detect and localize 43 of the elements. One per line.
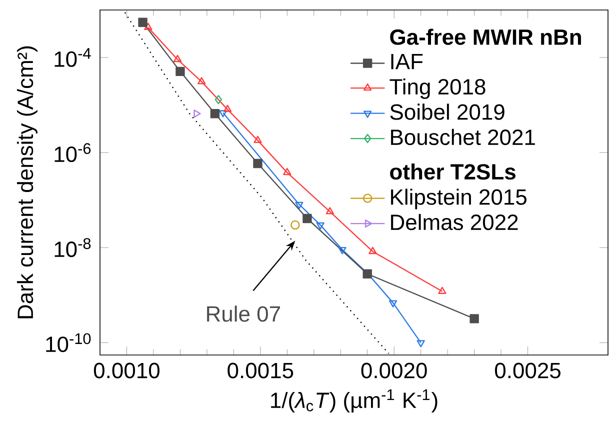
point bbox=[210, 109, 220, 118]
annotation: other T2SLs bbox=[390, 163, 516, 180]
point bbox=[388, 300, 398, 308]
point bbox=[316, 222, 324, 230]
annotation: Rule 07 bbox=[207, 306, 280, 322]
legend-label: Ting 2018 bbox=[390, 78, 486, 99]
point bbox=[438, 286, 446, 294]
point bbox=[290, 220, 300, 230]
x-tick-label: 0.0015 bbox=[228, 362, 294, 378]
point bbox=[138, 18, 148, 27]
y-tick-label: 10$^{-6}$ bbox=[54, 143, 91, 162]
legend-label: Klipstein 2015 bbox=[391, 188, 526, 210]
point bbox=[176, 66, 185, 76]
point bbox=[326, 207, 334, 214]
point bbox=[295, 202, 304, 210]
y-tick-label: 10$^{-8}$ bbox=[54, 238, 91, 258]
x-tick-label: 0.0010 bbox=[94, 362, 160, 378]
point bbox=[416, 340, 425, 348]
point bbox=[173, 54, 182, 62]
legend-label: Delmas 2022 bbox=[391, 214, 518, 230]
point bbox=[144, 22, 152, 30]
legend-label: Bouschet 2021 bbox=[391, 128, 535, 146]
point bbox=[198, 77, 206, 84]
x-tick-label: 0.0025 bbox=[494, 362, 560, 378]
point bbox=[214, 95, 222, 104]
point bbox=[302, 214, 312, 224]
point bbox=[338, 246, 346, 254]
legend-label: Soibel 2019 bbox=[390, 104, 504, 120]
point bbox=[253, 158, 262, 168]
point bbox=[368, 246, 377, 254]
point bbox=[283, 168, 292, 176]
point bbox=[194, 110, 201, 118]
y-tick-label: 10$^{-4}$ bbox=[54, 48, 91, 67]
point bbox=[223, 104, 232, 112]
legend-title: Ga-free MWIR nBn bbox=[390, 28, 581, 45]
legend-label: IAF bbox=[391, 54, 423, 70]
point bbox=[470, 314, 479, 324]
point bbox=[218, 110, 228, 118]
y-tick-label: 10$^{-10}$ bbox=[46, 333, 91, 352]
x-tick-label: 0.0020 bbox=[361, 362, 427, 378]
text: 1/(λ$_{c}$T) (µm$^{-1}$ K$^{-1}$) bbox=[271, 389, 438, 412]
point bbox=[254, 136, 262, 144]
y-axis-title: Dark current density (A/cm²) bbox=[16, 46, 38, 318]
